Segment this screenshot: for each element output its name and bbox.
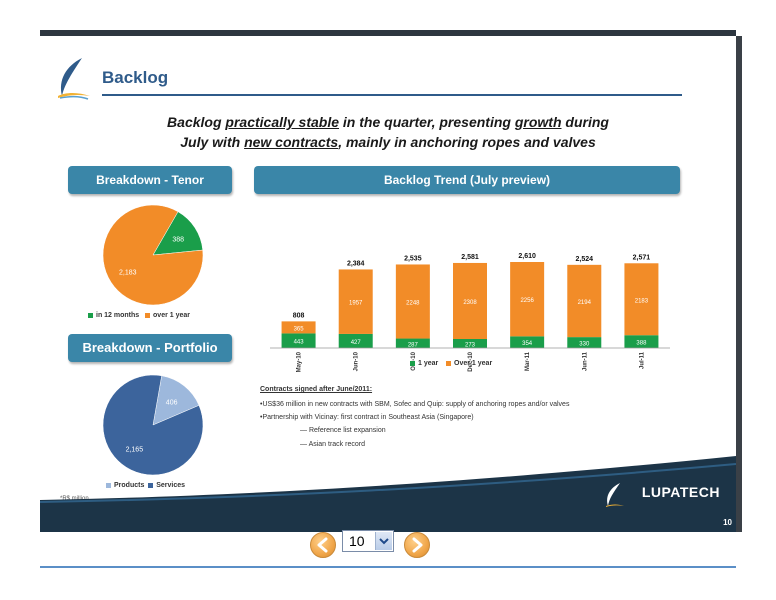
- category-label: Mar-11: [525, 351, 531, 371]
- bar-over-one-year: [567, 264, 602, 338]
- legend-swatch: [88, 312, 93, 318]
- bar-over-one-year: [281, 321, 316, 334]
- bar-over-one-year-label: 2308: [463, 300, 477, 306]
- contracts-bullet: •US$36 million in new contracts with SBM…: [260, 401, 570, 408]
- bar-one-year: [395, 338, 430, 348]
- bottom-rule: [40, 566, 736, 568]
- lupatech-logo-icon: [606, 483, 624, 507]
- trend-header: Backlog Trend (July preview): [254, 166, 680, 194]
- pie-slice: [152, 375, 200, 426]
- lupatech-logo-icon: [58, 58, 90, 100]
- contracts-bullet: •Partnership with Vicinay: first contrac…: [260, 414, 474, 421]
- slide-title: Backlog: [102, 68, 169, 87]
- bar-one-year: [453, 339, 487, 348]
- bar-total-label: 2,535: [404, 255, 422, 262]
- bar-one-year-label: 287: [408, 342, 419, 348]
- category-label: Jun-10: [354, 351, 360, 371]
- legend-swatch: [446, 360, 452, 366]
- category-label: Jun-11: [582, 351, 588, 371]
- portfolio-legend: Products Services: [106, 482, 185, 489]
- footnote: *R$ million: [60, 496, 89, 502]
- pie-slice: [102, 204, 204, 306]
- next-slide-button[interactable]: [404, 532, 430, 558]
- portfolio-pie-chart: 406 2,165: [102, 374, 204, 476]
- contracts-subitem: — Reference list expansion: [300, 427, 386, 434]
- bar-over-one-year-label: 2183: [635, 298, 649, 304]
- pie-slice: [152, 211, 204, 256]
- bar-over-one-year-label: 365: [294, 326, 305, 332]
- pie-slice-label: 2,165: [126, 447, 144, 454]
- legend-swatch: [148, 482, 154, 488]
- contracts-subitem: — Asian track record: [300, 441, 365, 448]
- bar-over-one-year: [395, 264, 430, 339]
- slide-navigation: 10: [0, 526, 776, 560]
- legend-swatch: [145, 312, 151, 318]
- tenor-legend: in 12 months over 1 year: [88, 312, 190, 319]
- bar-one-year-label: 273: [465, 343, 476, 349]
- bar-one-year: [510, 336, 545, 348]
- bar-one-year-label: 427: [351, 340, 362, 346]
- bar-one-year-label: 330: [579, 342, 590, 348]
- brand-name: LUPATECH: [641, 484, 720, 500]
- pie-slice-label: 388: [172, 237, 184, 244]
- page-select[interactable]: 10: [342, 530, 394, 552]
- slide-headline: Backlog practically stable in the quarte…: [167, 114, 609, 150]
- bar-over-one-year-label: 1957: [349, 301, 363, 307]
- bar-total-label: 2,384: [347, 260, 365, 267]
- arrow-right-icon: [412, 537, 423, 553]
- title-rule: [102, 94, 682, 96]
- bar-one-year: [338, 333, 373, 348]
- page-select-value: 10: [349, 533, 365, 549]
- legend-swatch: [410, 360, 415, 366]
- trend-legend: 1 year Over 1 year: [410, 360, 492, 367]
- category-label: Jul-11: [639, 351, 645, 369]
- bar-total-label: 2,610: [518, 253, 536, 260]
- category-label: Dec-10: [468, 351, 474, 371]
- contracts-heading: Contracts signed after June/2011:: [260, 386, 373, 393]
- bar-over-one-year: [624, 263, 659, 336]
- bar-one-year-label: 388: [636, 341, 647, 347]
- bar-over-one-year: [510, 262, 545, 337]
- contracts-section: Contracts signed after June/2011: •US$36…: [260, 386, 680, 455]
- legend-swatch: [106, 482, 111, 488]
- bar-total-label: 2,571: [633, 254, 651, 261]
- slide-page-number: 10: [723, 518, 732, 527]
- footer-band: [40, 506, 736, 532]
- bar-one-year: [624, 335, 659, 348]
- pie-slice: [102, 374, 204, 476]
- category-label: May-10: [297, 351, 303, 372]
- prev-slide-button[interactable]: [310, 532, 336, 558]
- portfolio-header: Breakdown - Portfolio: [68, 334, 232, 362]
- chevron-down-icon[interactable]: [375, 532, 392, 550]
- bar-over-one-year: [453, 262, 487, 340]
- pie-slice-label: 406: [166, 399, 178, 406]
- bar-over-one-year-label: 2248: [406, 301, 420, 307]
- bar-one-year-label: 443: [294, 340, 305, 346]
- bar-total-label: 808: [293, 312, 305, 319]
- tenor-header: Breakdown - Tenor: [68, 166, 232, 194]
- backlog-trend-chart: 443 365 808 May-10 427 1957 2,384 Jun-10 287 2248…: [270, 253, 670, 372]
- bar-total-label: 2,524: [576, 256, 594, 263]
- tenor-pie-chart: 388 2,183: [102, 204, 204, 306]
- bar-one-year-label: 354: [522, 341, 533, 347]
- bar-over-one-year-label: 2256: [520, 298, 534, 304]
- bar-one-year: [281, 333, 316, 348]
- footer-wave: [40, 456, 736, 508]
- bar-total-label: 2,581: [461, 254, 479, 261]
- bar-over-one-year-label: 2194: [578, 300, 592, 306]
- pie-slice-label: 2,183: [119, 269, 137, 276]
- arrow-left-icon: [317, 537, 328, 553]
- bar-over-one-year: [338, 269, 373, 334]
- slide: Backlog Backlog practically stable in th…: [40, 30, 742, 532]
- bar-one-year: [567, 337, 602, 348]
